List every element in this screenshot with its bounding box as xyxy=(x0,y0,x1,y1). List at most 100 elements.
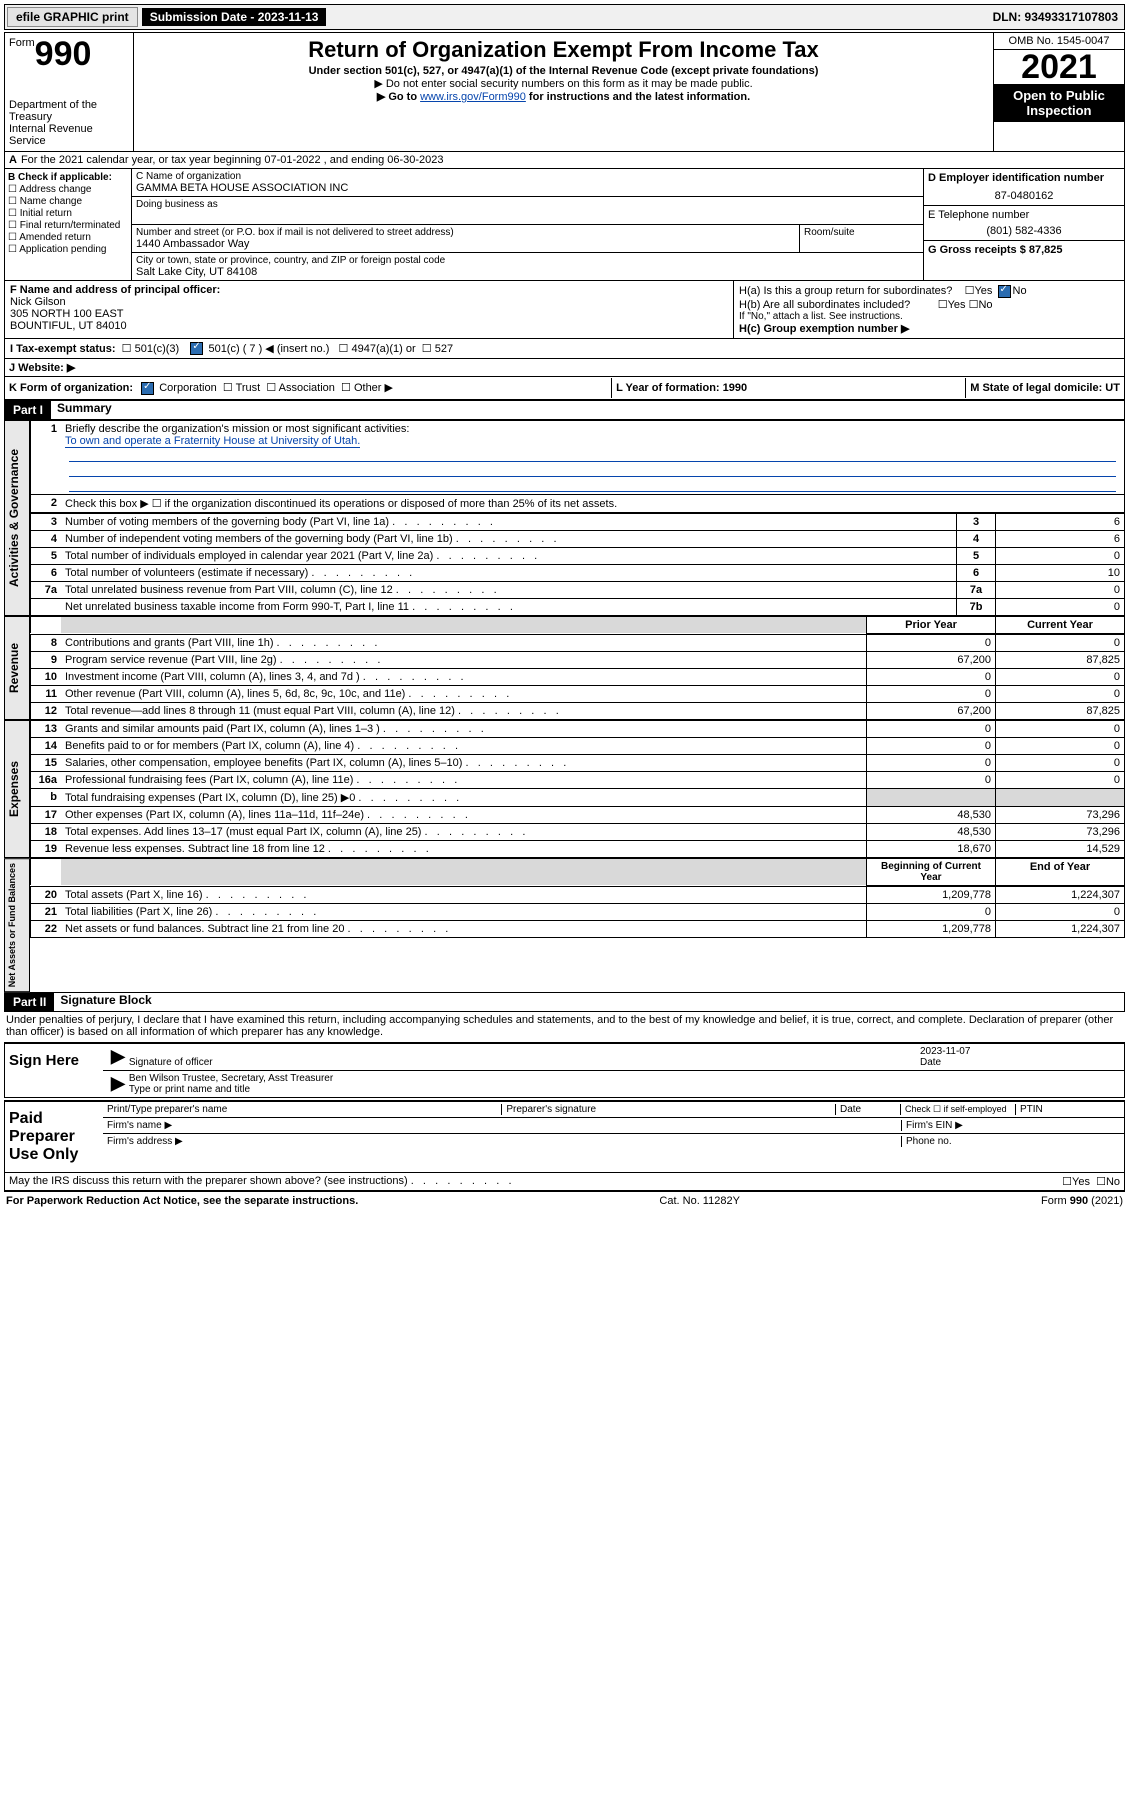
table-row: 4Number of independent voting members of… xyxy=(31,530,1125,547)
dba-label: Doing business as xyxy=(136,199,919,210)
i-501c-check[interactable] xyxy=(190,342,203,355)
sign-here-label: Sign Here xyxy=(5,1044,103,1097)
paid-preparer-block: Paid Preparer Use Only Print/Type prepar… xyxy=(4,1100,1125,1173)
note-ssn: ▶ Do not enter social security numbers o… xyxy=(138,77,989,90)
name-title-label: Type or print name and title xyxy=(129,1084,250,1095)
table-row: 12Total revenue—add lines 8 through 11 (… xyxy=(31,702,1125,719)
k-assoc: Association xyxy=(279,382,335,394)
col-b-checkboxes: B Check if applicable: ☐ Address change … xyxy=(5,169,132,280)
hb-line: H(b) Are all subordinates included? ☐Yes… xyxy=(739,298,1119,311)
sign-here-block: Sign Here ▶ Signature of officer 2023-11… xyxy=(4,1042,1125,1098)
k-other: Other ▶ xyxy=(354,382,393,394)
table-row: 22Net assets or fund balances. Subtract … xyxy=(31,920,1125,937)
arrow-icon: ▶ xyxy=(107,1046,129,1068)
vlabel-revenue: Revenue xyxy=(4,616,30,720)
tax-year: 2021 xyxy=(994,50,1124,84)
k-corp: Corporation xyxy=(159,382,216,394)
ha-no-check[interactable] xyxy=(998,285,1011,298)
efile-print-button[interactable]: efile GRAPHIC print xyxy=(7,7,138,27)
preparer-name-label: Print/Type preparer's name xyxy=(107,1104,502,1115)
table-row: 9Program service revenue (Part VIII, lin… xyxy=(31,651,1125,668)
hc-line: H(c) Group exemption number ▶ xyxy=(739,322,1119,335)
arrow-icon: ▶ xyxy=(107,1073,129,1095)
table-row: 10Investment income (Part VIII, column (… xyxy=(31,668,1125,685)
hb-note: If "No," attach a list. See instructions… xyxy=(739,311,1119,322)
table-row: 11Other revenue (Part VIII, column (A), … xyxy=(31,685,1125,702)
table-row: 8Contributions and grants (Part VIII, li… xyxy=(31,634,1125,651)
footer: For Paperwork Reduction Act Notice, see … xyxy=(4,1191,1125,1210)
dln-number: DLN: 93493317107803 xyxy=(993,10,1122,24)
klm-row: K Form of organization: Corporation ☐ Tr… xyxy=(4,377,1125,400)
chk-address-change[interactable]: ☐ Address change xyxy=(8,184,128,195)
sig-date-value: 2023-11-07 xyxy=(920,1046,970,1057)
vlabel-expenses: Expenses xyxy=(4,720,30,858)
discuss-yes[interactable]: Yes xyxy=(1072,1176,1090,1188)
submission-date: Submission Date - 2023-11-13 xyxy=(142,8,327,26)
paid-preparer-label: Paid Preparer Use Only xyxy=(5,1102,103,1172)
l-year: L Year of formation: 1990 xyxy=(611,378,751,398)
table-row: 5Total number of individuals employed in… xyxy=(31,547,1125,564)
pra-notice: For Paperwork Reduction Act Notice, see … xyxy=(6,1195,358,1207)
officer-name: Nick Gilson xyxy=(10,296,728,308)
identity-block: B Check if applicable: ☐ Address change … xyxy=(4,169,1125,281)
col-current: Current Year xyxy=(996,616,1125,633)
discuss-no[interactable]: No xyxy=(1106,1176,1120,1188)
sig-officer-label: Signature of officer xyxy=(129,1057,213,1068)
irs-label: Internal Revenue Service xyxy=(9,123,129,147)
table-row: 17Other expenses (Part IX, column (A), l… xyxy=(31,806,1125,823)
chk-final-return[interactable]: ☐ Final return/terminated xyxy=(8,220,128,231)
line1-text: Briefly describe the organization's miss… xyxy=(65,423,409,435)
col-end: End of Year xyxy=(996,858,1125,885)
vlabel-governance: Activities & Governance xyxy=(4,420,30,616)
k-corp-check[interactable] xyxy=(141,382,154,395)
form-number: 990 xyxy=(35,35,92,73)
form-subtitle: Under section 501(c), 527, or 4947(a)(1)… xyxy=(138,65,989,77)
chk-amended[interactable]: ☐ Amended return xyxy=(8,232,128,243)
mission-text: To own and operate a Fraternity House at… xyxy=(65,435,360,448)
addr-label: Number and street (or P.O. box if mail i… xyxy=(136,227,795,238)
col-prior: Prior Year xyxy=(867,616,996,633)
phone-value: (801) 582-4336 xyxy=(928,225,1120,237)
ein-value: 87-0480162 xyxy=(928,190,1120,202)
chk-application-pending[interactable]: ☐ Application pending xyxy=(8,244,128,255)
part2-title: Signature Block xyxy=(54,993,151,1011)
j-label: J Website: ▶ xyxy=(9,361,75,374)
table-row: 19Revenue less expenses. Subtract line 1… xyxy=(31,840,1125,857)
part1-title: Summary xyxy=(51,401,112,419)
firm-addr-label: Firm's address ▶ xyxy=(107,1136,902,1147)
chk-name-change[interactable]: ☐ Name change xyxy=(8,196,128,207)
officer-group-block: F Name and address of principal officer:… xyxy=(4,281,1125,339)
top-bar: efile GRAPHIC print Submission Date - 20… xyxy=(4,4,1125,30)
sig-date-label: Date xyxy=(920,1057,941,1068)
preparer-sig-label: Preparer's signature xyxy=(502,1104,836,1115)
discuss-row: May the IRS discuss this return with the… xyxy=(4,1173,1125,1191)
i-527: 527 xyxy=(435,343,453,355)
self-employed-check[interactable]: Check ☐ if self-employed xyxy=(901,1104,1016,1115)
open-inspection: Open to Public Inspection xyxy=(994,84,1124,122)
irs-link[interactable]: www.irs.gov/Form990 xyxy=(420,91,526,103)
tax-status-row: I Tax-exempt status: ☐ 501(c)(3) 501(c) … xyxy=(4,339,1125,360)
note-goto: ▶ Go to www.irs.gov/Form990 for instruct… xyxy=(138,90,989,103)
i-4947: 4947(a)(1) or xyxy=(351,343,415,355)
line2-text: Check this box ▶ ☐ if the organization d… xyxy=(61,494,1125,512)
chk-initial-return[interactable]: ☐ Initial return xyxy=(8,208,128,219)
table-row: 14Benefits paid to or for members (Part … xyxy=(31,737,1125,754)
discuss-text: May the IRS discuss this return with the… xyxy=(9,1175,512,1187)
form-label: Form xyxy=(9,37,35,49)
part1-header: Part I xyxy=(5,401,51,419)
form-header: Form990 Department of the Treasury Inter… xyxy=(4,32,1125,152)
table-row: 20Total assets (Part X, line 16)1,209,77… xyxy=(31,886,1125,903)
part2-header: Part II xyxy=(5,993,54,1011)
dept-treasury: Department of the Treasury xyxy=(9,99,129,123)
firm-ein-label: Firm's EIN ▶ xyxy=(902,1120,1120,1131)
goto-prefix: ▶ Go to xyxy=(377,91,420,103)
room-label: Room/suite xyxy=(800,225,923,252)
form-ref: Form 990 (2021) xyxy=(1041,1195,1123,1207)
i-label: I Tax-exempt status: xyxy=(10,343,116,355)
street-address: 1440 Ambassador Way xyxy=(136,238,795,250)
officer-addr1: 305 NORTH 100 EAST xyxy=(10,308,728,320)
vlabel-netassets: Net Assets or Fund Balances xyxy=(4,858,30,992)
table-row: 13Grants and similar amounts paid (Part … xyxy=(31,720,1125,737)
g-gross-receipts: G Gross receipts $ 87,825 xyxy=(924,241,1124,259)
table-row: 15Salaries, other compensation, employee… xyxy=(31,754,1125,771)
